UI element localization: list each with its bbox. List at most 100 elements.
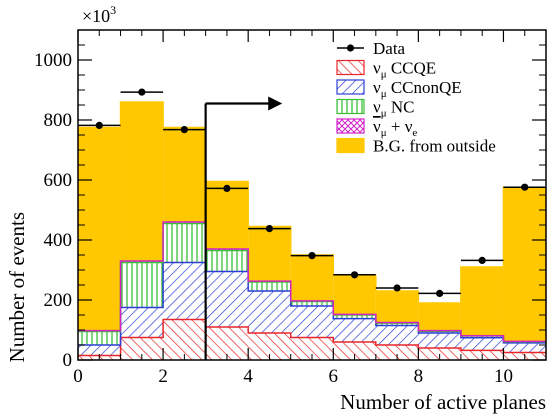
bar-bg-bin-5	[290, 255, 334, 301]
legend-data-marker	[346, 44, 355, 52]
bar-ccnonqe-bin-2	[163, 262, 206, 320]
y-tick-label: 0	[63, 350, 73, 371]
bar-bg-bin-7	[375, 291, 419, 323]
bar-bg-bin-4	[248, 226, 291, 282]
data-point-7	[393, 284, 401, 292]
y-tick-label: 600	[44, 170, 73, 191]
legend-entry-bg: B.G. from outside	[336, 137, 496, 156]
legend-label-data: Data	[373, 39, 406, 58]
bar-nc-bin-7	[375, 323, 419, 326]
x-axis-title: Number of active planes	[340, 390, 546, 414]
data-point-0	[95, 121, 103, 129]
legend-subscript: μ	[381, 69, 387, 81]
bar-ccqe-bin-7	[375, 345, 419, 360]
bar-nc-bin-4	[248, 282, 291, 291]
data-points	[78, 88, 546, 297]
legend-text: CCQE	[387, 59, 437, 78]
legend-nu: ν	[373, 117, 381, 136]
bar-bg-bin-6	[333, 276, 376, 315]
legend-subscript-e: e	[412, 127, 417, 139]
bar-ccnonqe-bin-1	[120, 307, 164, 338]
data-point-9	[478, 256, 486, 264]
axis-ticks: 0 200 400 600 800 1000 0 2 4 6 8 10	[34, 29, 546, 387]
bar-bg-bin-8	[418, 303, 461, 331]
bar-ccnonqe-bin-0	[78, 345, 121, 356]
data-point-4	[265, 225, 274, 233]
legend-nu: ν	[373, 78, 381, 97]
legend-subscript: μ	[381, 127, 387, 139]
data-point-1	[138, 88, 146, 96]
data-point-6	[350, 271, 359, 279]
cut-indicator	[204, 96, 283, 360]
bar-nc-bin-1	[120, 262, 164, 308]
data-point-8	[436, 289, 444, 297]
bar-bg-bin-10	[503, 187, 546, 342]
data-point-10	[521, 183, 529, 191]
bar-ccnonqe-bin-6	[333, 318, 376, 342]
legend-text: NC	[387, 98, 415, 117]
bar-ccqe-bin-2	[163, 319, 206, 360]
legend-label-ccnonqe: νμ CCnonQE	[373, 78, 462, 100]
legend-nu: ν	[373, 98, 381, 117]
bar-ccnonqe-bin-4	[248, 291, 291, 333]
legend-label-nc: νμ NC	[373, 98, 414, 120]
bar-ccqe-bin-1	[120, 337, 164, 360]
data-point-5	[308, 252, 316, 260]
legend-swatch-ccqe	[336, 59, 365, 76]
y-tick-label: 1000	[34, 50, 72, 71]
legend-text: CCnonQE	[387, 78, 462, 97]
x-tick-label: 0	[73, 366, 83, 387]
data-point-3	[223, 184, 231, 192]
x-tick-label: 10	[494, 366, 513, 387]
legend-subscript: μ	[381, 108, 387, 120]
legend-swatch-anti	[336, 118, 365, 134]
legend-nu: ν	[373, 59, 381, 78]
bar-ccnonqe-bin-9	[460, 337, 504, 351]
bar-bg-bin-0	[78, 127, 121, 331]
bar-ccnonqe-bin-5	[290, 306, 334, 338]
cut-arrow-head	[268, 96, 283, 111]
legend-nu-e: ν	[405, 117, 413, 136]
data-point-2	[180, 126, 188, 134]
legend-entry-nc: νμ NC	[336, 98, 414, 120]
x-tick-label: 8	[414, 366, 424, 387]
bar-nc-bin-6	[333, 315, 376, 319]
y-multiplier: ×103	[82, 3, 116, 26]
bar-ccnonqe-bin-7	[375, 325, 419, 345]
x-tick-label: 6	[329, 366, 339, 387]
bar-bg-bin-3	[205, 181, 249, 249]
bar-nc-bin-0	[78, 331, 121, 345]
bar-bg-bin-2	[163, 127, 206, 222]
y-tick-label: 800	[44, 110, 73, 131]
bar-ccnonqe-bin-3	[205, 271, 249, 327]
bar-ccnonqe-bin-8	[418, 333, 461, 348]
bar-nc-bin-9	[460, 336, 504, 338]
legend-text: +	[387, 117, 405, 136]
bar-nc-bin-8	[418, 331, 461, 333]
y-tick-label: 200	[44, 290, 73, 311]
legend-entry-anti: νμ + νe	[336, 117, 417, 139]
legend-label-anti: νμ + νe	[373, 117, 417, 139]
stacked-bars	[78, 102, 546, 360]
outline-ccqe	[78, 318, 546, 357]
legend-label-bg: B.G. from outside	[373, 137, 496, 156]
legend-swatch-bg	[336, 137, 365, 154]
y-axis-title: Number of events	[5, 212, 29, 362]
bar-nc-bin-3	[205, 250, 249, 272]
legend-label-ccqe: νμ CCQE	[373, 59, 436, 81]
bar-nc-bin-5	[290, 301, 334, 306]
legend-entry-ccqe: νμ CCQE	[336, 59, 436, 81]
legend-swatch-nc	[336, 98, 365, 115]
bar-ccnonqe-bin-10	[503, 342, 546, 353]
legend-entry-ccnonqe: νμ CCnonQE	[336, 78, 462, 100]
x-tick-label: 2	[158, 366, 168, 387]
legend-entry-data: Data	[337, 39, 406, 58]
outline-anti	[78, 221, 546, 343]
bar-ccqe-bin-5	[290, 337, 334, 360]
bar-bg-bin-1	[120, 102, 164, 261]
bar-ccqe-bin-6	[333, 342, 376, 360]
legend-swatch-ccnonqe	[336, 79, 365, 95]
x-tick-label: 4	[243, 366, 253, 387]
